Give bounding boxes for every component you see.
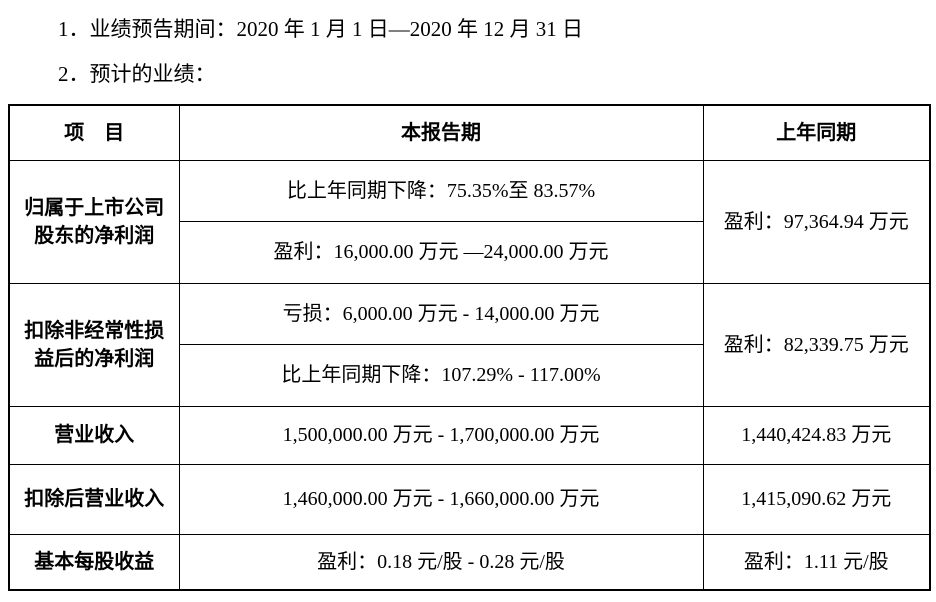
table-row-eps: 基本每股收益 盈利：0.18 元/股 - 0.28 元/股 盈利：1.11 元/… — [8, 533, 931, 591]
expected-results-line: 2．预计的业绩： — [58, 62, 216, 86]
col-header-prior-period: 上年同期 — [702, 104, 931, 161]
deducted-revenue-current-cell: 1,460,000.00 万元 - 1,660,000.00 万元 — [178, 463, 704, 535]
table-row-revenue: 营业收入 1,500,000.00 万元 - 1,700,000.00 万元 1… — [8, 405, 931, 465]
deducted-profit-prior-cell: 盈利：82,339.75 万元 — [702, 282, 931, 407]
revenue-current-cell: 1,500,000.00 万元 - 1,700,000.00 万元 — [178, 405, 704, 465]
table-header-row: 项 目 本报告期 上年同期 — [8, 104, 931, 161]
col-header-item: 项 目 — [8, 104, 180, 161]
deducted-revenue-prior-cell: 1,415,090.62 万元 — [702, 463, 931, 535]
table-row-deducted-profit-sub1: 扣除非经常性损益后的净利润 亏损：6,000.00 万元 - 14,000.00… — [8, 282, 931, 407]
net-profit-current-decline-cell: 比上年同期下降：75.35%至 83.57% — [178, 159, 704, 222]
performance-forecast-table: 项 目 本报告期 上年同期 归属于上市公司股东的净利润 比上年同期下降：75.3… — [8, 104, 931, 591]
row-label-deducted-revenue: 扣除后营业收入 — [8, 463, 180, 535]
net-profit-current-range-cell: 盈利：16,000.00 万元 —24,000.00 万元 — [178, 220, 704, 284]
table-row-net-profit-sub1: 归属于上市公司股东的净利润 比上年同期下降：75.35%至 83.57% 盈利：… — [8, 159, 931, 284]
row-label-revenue: 营业收入 — [8, 405, 180, 465]
forecast-period-line: 1．业绩预告期间：2020 年 1 月 1 日—2020 年 12 月 31 日 — [58, 17, 583, 41]
table-row-net-profit-sub2: 盈利：16,000.00 万元 —24,000.00 万元 — [9, 220, 930, 284]
revenue-prior-cell: 1,440,424.83 万元 — [702, 405, 931, 465]
eps-prior-cell: 盈利：1.11 元/股 — [702, 533, 931, 591]
table-row-deducted-revenue: 扣除后营业收入 1,460,000.00 万元 - 1,660,000.00 万… — [8, 463, 931, 535]
eps-current-cell: 盈利：0.18 元/股 - 0.28 元/股 — [178, 533, 704, 591]
deducted-profit-current-decline-cell: 比上年同期下降：107.29% - 117.00% — [178, 343, 704, 407]
deducted-profit-current-range-cell: 亏损：6,000.00 万元 - 14,000.00 万元 — [178, 282, 704, 345]
row-label-deducted-net-profit: 扣除非经常性损益后的净利润 — [8, 282, 180, 407]
row-label-eps: 基本每股收益 — [8, 533, 180, 591]
table-row-deducted-profit-sub2: 比上年同期下降：107.29% - 117.00% — [9, 343, 930, 407]
row-label-net-profit: 归属于上市公司股东的净利润 — [8, 159, 180, 284]
net-profit-prior-cell: 盈利：97,364.94 万元 — [702, 159, 931, 284]
col-header-current-period: 本报告期 — [178, 104, 704, 161]
